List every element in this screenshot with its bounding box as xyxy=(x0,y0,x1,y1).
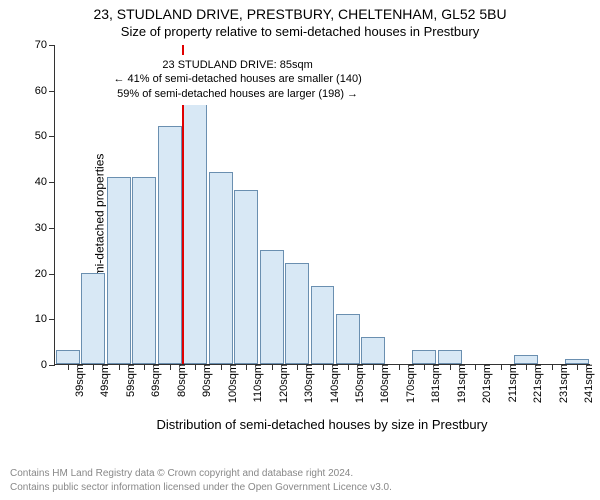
x-tick xyxy=(297,364,298,370)
x-tick-label: 49sqm xyxy=(97,364,111,397)
histogram-bar xyxy=(234,190,258,364)
histogram-bar xyxy=(285,263,309,364)
y-tick-label: 70 xyxy=(35,39,55,51)
y-tick-label: 30 xyxy=(35,222,55,234)
x-tick-label: 39sqm xyxy=(72,364,86,397)
histogram-plot: 01020304050607039sqm49sqm59sqm69sqm80sqm… xyxy=(54,45,590,365)
annotation-line-2: ← 41% of semi-detached houses are smalle… xyxy=(114,72,362,87)
x-tick xyxy=(475,364,476,370)
histogram-bar xyxy=(158,126,182,364)
x-tick xyxy=(170,364,171,370)
histogram-bar xyxy=(107,177,131,364)
y-tick-label: 0 xyxy=(41,359,55,371)
x-tick xyxy=(501,364,502,370)
annotation-box: 23 STUDLAND DRIVE: 85sqm ← 41% of semi-d… xyxy=(109,55,367,106)
x-tick xyxy=(399,364,400,370)
annotation-line-3: 59% of semi-detached houses are larger (… xyxy=(114,87,362,102)
footer-line-2: Contains public sector information licen… xyxy=(10,481,590,495)
page-title: 23, STUDLAND DRIVE, PRESTBURY, CHELTENHA… xyxy=(4,6,596,22)
histogram-bar xyxy=(412,350,436,364)
x-tick-label: 90sqm xyxy=(199,364,213,397)
x-tick-label: 140sqm xyxy=(327,364,341,403)
histogram-bar xyxy=(183,103,207,364)
page-subtitle: Size of property relative to semi-detach… xyxy=(4,24,596,39)
x-tick xyxy=(195,364,196,370)
x-tick xyxy=(373,364,374,370)
histogram-bar xyxy=(438,350,462,364)
x-tick-label: 170sqm xyxy=(403,364,417,403)
x-tick xyxy=(526,364,527,370)
x-tick-label: 100sqm xyxy=(225,364,239,403)
y-tick-label: 60 xyxy=(35,85,55,97)
x-tick xyxy=(272,364,273,370)
x-tick-label: 120sqm xyxy=(276,364,290,403)
histogram-bar xyxy=(514,355,538,364)
x-tick xyxy=(424,364,425,370)
histogram-bar xyxy=(336,314,360,364)
histogram-bar xyxy=(132,177,156,364)
histogram-bar xyxy=(56,350,80,364)
histogram-bar xyxy=(209,172,233,364)
x-tick-label: 221sqm xyxy=(530,364,544,403)
x-tick xyxy=(119,364,120,370)
x-tick xyxy=(221,364,222,370)
y-tick-label: 50 xyxy=(35,130,55,142)
x-tick xyxy=(144,364,145,370)
x-tick xyxy=(93,364,94,370)
x-tick-label: 80sqm xyxy=(174,364,188,397)
footer-line-1: Contains HM Land Registry data © Crown c… xyxy=(10,467,590,481)
title-block: 23, STUDLAND DRIVE, PRESTBURY, CHELTENHA… xyxy=(0,0,600,41)
x-tick-label: 231sqm xyxy=(556,364,570,403)
x-tick-label: 69sqm xyxy=(148,364,162,397)
y-tick-label: 40 xyxy=(35,176,55,188)
y-tick-label: 20 xyxy=(35,268,55,280)
x-tick-label: 201sqm xyxy=(479,364,493,403)
histogram-bar xyxy=(311,286,335,364)
x-tick-label: 130sqm xyxy=(301,364,315,403)
histogram-bar xyxy=(81,273,105,364)
x-tick xyxy=(68,364,69,370)
x-tick-label: 160sqm xyxy=(377,364,391,403)
x-tick-label: 191sqm xyxy=(454,364,468,403)
x-tick xyxy=(577,364,578,370)
x-tick-label: 110sqm xyxy=(250,364,264,402)
chart-area: Number of semi-detached properties 01020… xyxy=(0,41,600,461)
x-axis-label: Distribution of semi-detached houses by … xyxy=(54,417,590,432)
x-tick xyxy=(246,364,247,370)
x-tick xyxy=(348,364,349,370)
annotation-line-1: 23 STUDLAND DRIVE: 85sqm xyxy=(114,58,362,73)
x-tick xyxy=(323,364,324,370)
x-tick xyxy=(450,364,451,370)
x-tick-label: 241sqm xyxy=(581,364,595,403)
x-tick-label: 211sqm xyxy=(505,364,519,402)
x-tick-label: 150sqm xyxy=(352,364,366,403)
x-tick-label: 59sqm xyxy=(123,364,137,397)
footer: Contains HM Land Registry data © Crown c… xyxy=(0,461,600,500)
histogram-bar xyxy=(361,337,385,364)
y-tick-label: 10 xyxy=(35,313,55,325)
x-tick-label: 181sqm xyxy=(428,364,442,403)
x-tick xyxy=(552,364,553,370)
histogram-bar xyxy=(260,250,284,364)
